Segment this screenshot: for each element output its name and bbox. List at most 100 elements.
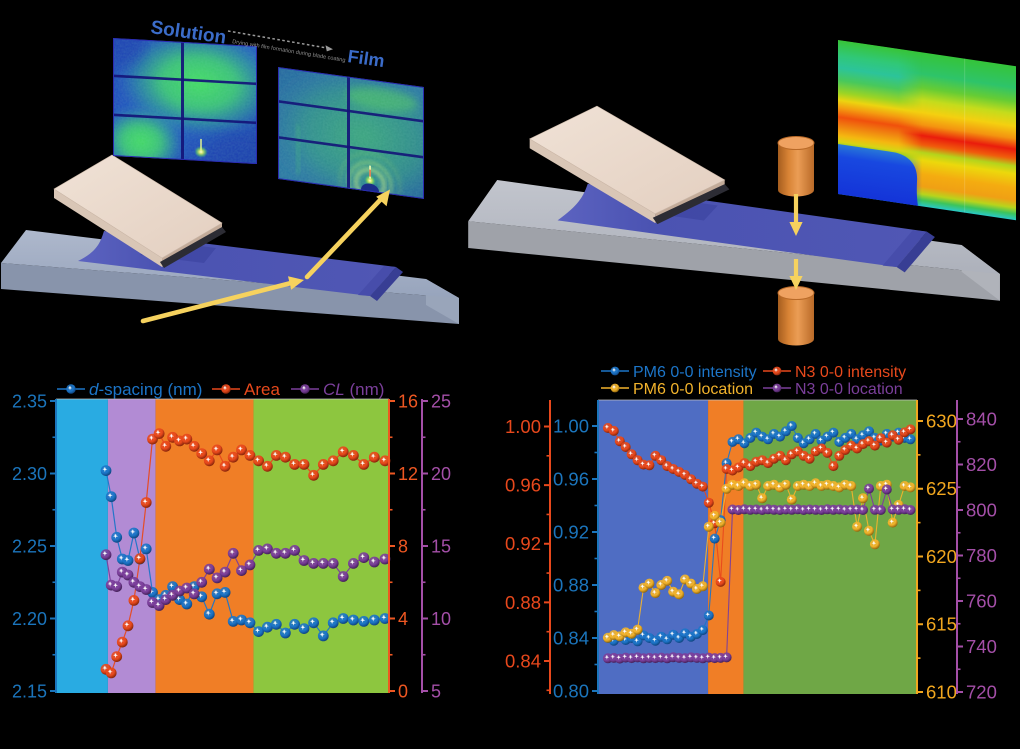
data-point-highlight [901, 505, 906, 511]
decorative-shape [300, 384, 310, 394]
uvvis-detector-cylinder [777, 286, 815, 346]
data-point-highlight [823, 433, 829, 439]
data-point-highlight [263, 462, 269, 468]
tick-label: 800 [966, 499, 997, 520]
detector-gap-line [278, 100, 424, 123]
data-point-highlight [877, 506, 883, 512]
legend-item-area: Area [212, 380, 280, 399]
decorative-shape [325, 45, 333, 52]
data-point-highlight [130, 529, 136, 535]
legend-label: d-spacing (nm) [89, 380, 202, 399]
data-point-highlight [640, 654, 645, 660]
data-point-highlight [823, 505, 829, 511]
data-point-highlight [734, 506, 740, 512]
data-point-highlight [113, 533, 119, 539]
data-point-highlight [148, 598, 154, 604]
data-point [368, 451, 380, 463]
decorative-shape [278, 67, 424, 199]
decorative-shape [221, 384, 231, 394]
data-point-highlight [859, 506, 865, 512]
data-point-highlight [877, 434, 883, 440]
data-point [140, 497, 152, 508]
data-point-highlight [818, 506, 823, 512]
data-point-highlight [729, 506, 734, 511]
chart-absorption-params: 1.00 0.96 0.92 0.88 0.84 1.00 0.96 0.92 0.88 0.84… [505, 364, 997, 703]
data-point-highlight [229, 453, 235, 459]
data-point-highlight [853, 523, 859, 529]
data-point-highlight [823, 481, 829, 487]
data-point-highlight [871, 442, 877, 447]
tick-label: 1.00 [505, 416, 541, 437]
data-point [160, 440, 172, 452]
data-point-highlight [622, 443, 628, 449]
data-point [368, 556, 380, 568]
legend-item-pm6-0-0-location: PM6 0-0 location [601, 381, 753, 398]
data-point-highlight [604, 634, 610, 640]
tick-label: 0.84 [505, 650, 541, 671]
data-point [828, 461, 839, 472]
data-point-highlight [136, 555, 142, 561]
data-point-highlight [907, 435, 912, 441]
decorative-shape [369, 169, 371, 177]
data-point-highlight [319, 559, 325, 565]
tick-label: 740 [966, 636, 997, 657]
decorative-shape [140, 280, 296, 324]
data-point [122, 569, 134, 581]
y-axis-0: 2.35 2.30 2.25 2.20 2.15 [12, 391, 57, 701]
data-point-highlight [865, 437, 871, 443]
data-point [327, 455, 339, 467]
data-point [379, 455, 391, 467]
data-point-highlight [800, 481, 806, 487]
data-point-highlight [142, 498, 148, 504]
data-point-highlight [634, 626, 639, 632]
data-point-highlight [329, 457, 335, 463]
legend-item-d-spacing-nm-: d-spacing (nm) [57, 380, 202, 399]
data-point-highlight [246, 619, 252, 625]
data-point-highlight [148, 435, 154, 441]
data-point-highlight [806, 435, 812, 441]
tick-label: 15 [431, 536, 451, 556]
data-point-highlight [752, 458, 758, 464]
data-point-highlight [640, 461, 645, 467]
data-point-highlight [198, 593, 204, 599]
data-point [632, 624, 643, 635]
data-point [703, 521, 714, 532]
data-point-highlight [788, 422, 794, 428]
decorative-shape [66, 384, 76, 394]
data-point-highlight [871, 506, 877, 512]
data-point [893, 434, 904, 445]
data-point-highlight [865, 427, 871, 433]
data-point [280, 451, 291, 463]
data-point-highlight [370, 453, 376, 459]
data-point-highlight [907, 506, 912, 512]
decorative-shape [611, 384, 617, 390]
data-point-highlight [812, 430, 817, 436]
data-point-highlight [290, 460, 297, 466]
data-point [780, 479, 791, 490]
y-axis-2: 25 20 15 10 5 [421, 391, 451, 701]
data-point [140, 543, 152, 555]
data-point-highlight [723, 485, 728, 491]
tick-label: 0.92 [553, 521, 589, 542]
data-point-highlight [895, 429, 901, 435]
data-point [308, 617, 319, 629]
data-point [280, 547, 291, 559]
data-point [244, 450, 256, 461]
data-point-highlight [604, 654, 610, 660]
data-point-highlight [847, 430, 853, 436]
decorative-shape: N3 0-0 intensity [795, 364, 906, 381]
data-point-highlight [841, 506, 847, 512]
tick-label: 840 [966, 408, 997, 429]
data-point-highlight [895, 501, 901, 507]
data-point-highlight [770, 455, 776, 461]
data-point [128, 527, 140, 539]
data-point-highlight [687, 580, 693, 586]
data-point-highlight [229, 617, 235, 623]
data-point [327, 558, 339, 569]
data-point-highlight [669, 653, 675, 659]
blade-coater-right [468, 105, 1000, 301]
data-point-highlight [360, 553, 366, 560]
data-point [650, 588, 661, 599]
data-point-highlight [818, 437, 823, 443]
